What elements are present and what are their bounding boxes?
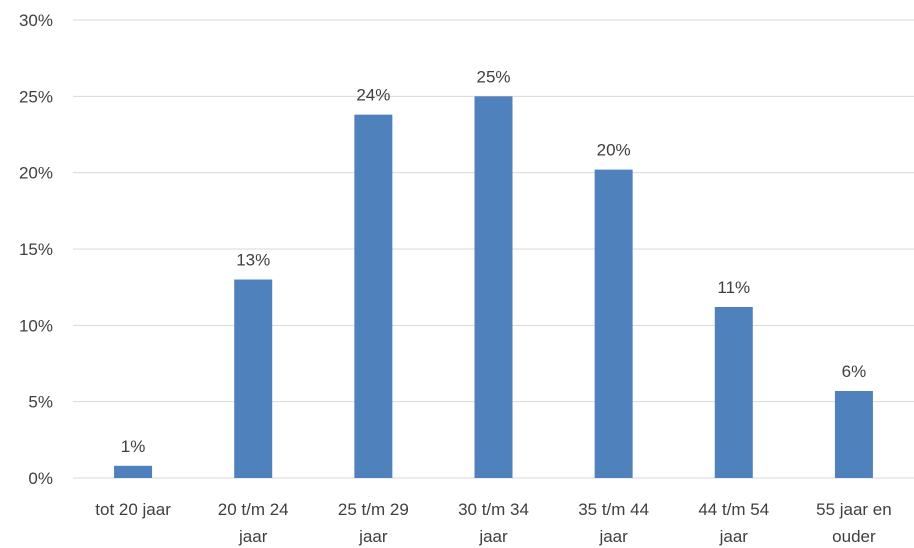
data-label: 11%	[717, 278, 750, 297]
y-tick-label: 25%	[19, 87, 53, 106]
bar	[594, 169, 633, 478]
bars	[114, 96, 873, 479]
x-tick-label: 30 t/m 34 jaar	[458, 500, 529, 546]
data-label: 20%	[597, 141, 631, 160]
x-tick-label: 25 t/m 29 jaar	[338, 500, 409, 546]
y-tick-label: 0%	[28, 469, 53, 488]
bar	[234, 279, 273, 478]
y-tick-label: 20%	[19, 164, 53, 183]
x-tick-label: 35 t/m 44 jaar	[578, 500, 649, 546]
y-tick-label: 30%	[19, 11, 53, 30]
y-tick-label: 15%	[19, 240, 53, 259]
x-axis-category-labels: tot 20 jaar 20 t/m 24 jaar 25 t/m 29 jaar 30 …	[95, 500, 891, 546]
data-label: 13%	[236, 251, 270, 270]
data-label: 6%	[842, 362, 867, 381]
y-tick-label: 5%	[28, 393, 53, 412]
data-label: 24%	[356, 86, 390, 105]
data-label: 1%	[121, 437, 146, 456]
y-axis-tick-labels: 0% 5% 10% 15% 20% 25% 30%	[19, 11, 53, 488]
x-tick-label: tot 20 jaar	[95, 500, 171, 519]
y-tick-label: 10%	[19, 316, 53, 335]
x-tick-label: 55 jaar en ouder	[816, 500, 892, 546]
bar	[834, 390, 873, 478]
data-labels: 1% 13% 24% 25% 20% 11% 6%	[121, 67, 866, 455]
bar	[714, 307, 753, 478]
bar	[354, 114, 393, 479]
bar	[474, 96, 513, 478]
x-tick-label: 20 t/m 24 jaar	[218, 500, 289, 546]
bar	[114, 465, 153, 478]
data-label: 25%	[476, 67, 510, 86]
x-tick-label: 44 t/m 54 jaar	[698, 500, 769, 546]
